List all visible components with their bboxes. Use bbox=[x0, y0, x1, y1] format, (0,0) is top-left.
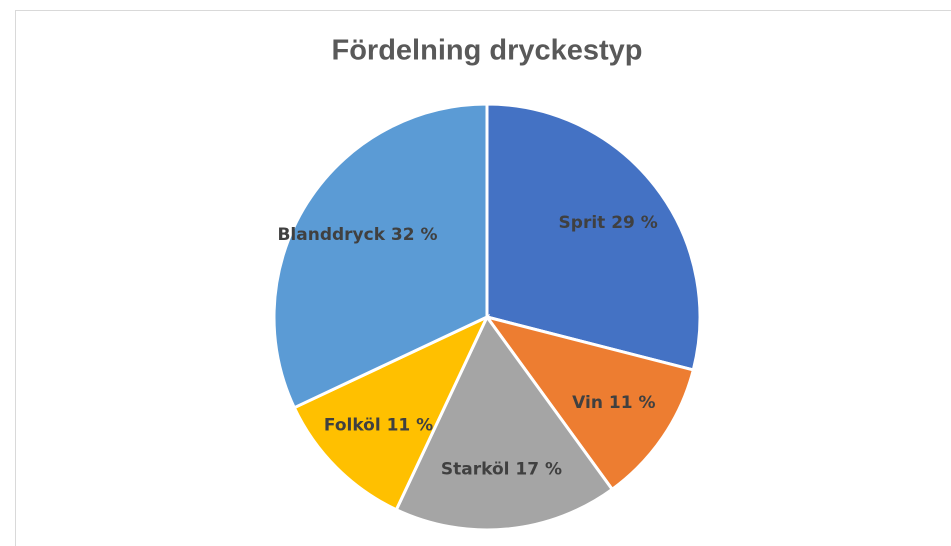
pie-slice bbox=[483, 314, 696, 492]
data-label: Starköl 17 % bbox=[441, 460, 562, 480]
pie-slice bbox=[485, 102, 702, 372]
pie-slice bbox=[394, 314, 615, 532]
data-label: Blanddryck 32 % bbox=[277, 225, 437, 245]
pie-slice bbox=[292, 313, 491, 512]
data-label: Folköl 11 % bbox=[324, 415, 433, 435]
data-label: Sprit 29 % bbox=[559, 213, 658, 233]
data-label: Vin 11 % bbox=[572, 393, 655, 413]
chart-title: Fördelning dryckestyp bbox=[331, 35, 642, 67]
pie-slice bbox=[272, 102, 489, 410]
